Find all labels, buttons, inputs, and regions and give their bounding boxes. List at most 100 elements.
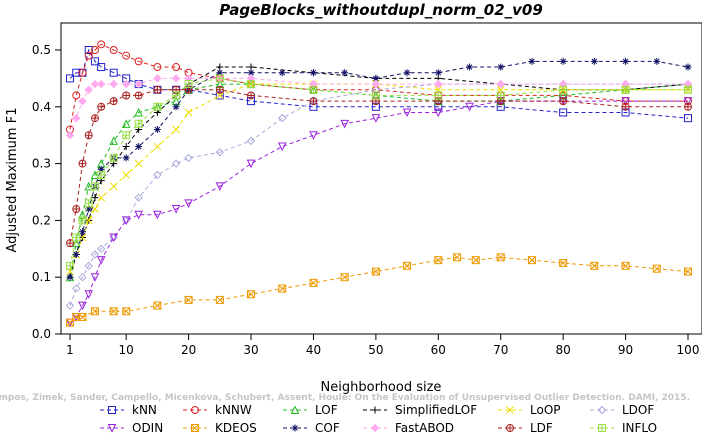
x-tick-label: 30 [243,343,258,357]
data-point [97,63,106,72]
data-point [90,250,100,259]
data-point [134,159,143,168]
data-point [434,69,442,77]
data-point [471,256,480,265]
data-point [309,279,318,287]
data-point [434,256,443,265]
data-point [372,267,380,276]
data-point [91,307,99,316]
data-point [277,142,287,152]
x-tick-label: 1 [66,343,74,357]
y-tick-label: 0.2 [32,213,51,227]
data-point [215,148,225,157]
data-point [135,91,143,99]
legend-label: INFLO [622,421,657,434]
data-point [191,424,199,432]
data-point [109,79,118,89]
x-tick-label: 100 [677,343,700,357]
legend-item: KDEOS [183,421,257,435]
data-point [153,126,161,134]
data-point [97,193,106,202]
data-point [78,216,86,224]
data-point [78,312,87,321]
legend-item: SimplifiedLOF [363,403,477,417]
data-point [121,216,131,226]
series-line [69,83,689,278]
data-point [559,97,567,105]
data-point [653,57,661,65]
data-point [309,86,317,94]
data-point [97,40,106,49]
legend-item: ODIN [100,421,163,435]
data-point [90,46,99,54]
data-point [184,108,193,117]
data-point [216,74,224,82]
data-point [84,51,93,60]
legend: kNN kNNW LOF SimplifiedLOF LoOP LDOF ODIN KDEOS… [100,403,657,435]
data-point [172,125,180,134]
data-point [340,273,349,282]
data-point [621,261,630,270]
data-point [434,91,442,99]
data-point [434,79,443,89]
data-point [172,91,180,99]
data-point [309,97,317,105]
data-point [683,97,693,106]
x-axis: 1 10 20 30 40 50 60 70 80 90 100 [66,334,699,357]
data-point [72,91,81,100]
x-tick-label: 10 [119,343,134,357]
data-point [85,131,93,139]
series-odin [65,97,693,328]
data-point [341,69,349,77]
data-point [684,267,692,276]
data-point [497,63,505,71]
data-point [684,103,692,111]
data-point [246,159,256,169]
data-point [371,406,379,414]
data-point [191,406,199,414]
legend-label: LDOF [622,403,654,417]
data-point [247,290,256,299]
y-tick-label: 0.1 [32,270,51,284]
y-tick-label: 0.3 [32,157,51,171]
x-tick-label: 50 [368,343,383,357]
data-point [559,57,567,65]
data-point [109,136,119,145]
series-line [69,89,688,244]
legend-label: COF [315,421,340,434]
watermark-text: Campos, Zimek, Sander, Campello, Micenko… [0,393,690,403]
legend-label: kNN [132,403,157,417]
x-axis-label: Neighborhood size [321,380,442,395]
data-point [78,160,86,168]
data-point [78,96,87,106]
data-point [506,424,514,432]
legend-item: LDOF [590,403,654,417]
data-point [108,406,116,414]
data-point [171,205,181,214]
data-point [153,142,162,151]
data-point [340,273,349,282]
legend-item: FastABOD [363,421,454,435]
data-point [559,108,568,117]
x-tick-label: 90 [618,343,633,357]
data-point [559,86,567,94]
data-point [433,108,443,118]
data-point [216,69,224,77]
data-point [110,97,118,105]
data-point [434,256,443,265]
data-point [122,131,130,139]
data-point [371,79,381,89]
series-fastabod [65,74,693,140]
y-tick-label: 0.4 [32,100,51,114]
data-point [72,250,80,258]
plot-area [60,22,702,335]
data-point [590,261,599,270]
data-point [290,405,300,414]
data-point [72,312,81,321]
data-point [247,91,255,99]
data-point [72,68,81,77]
series-line [69,83,688,306]
data-point [496,253,505,262]
data-point [66,318,74,327]
